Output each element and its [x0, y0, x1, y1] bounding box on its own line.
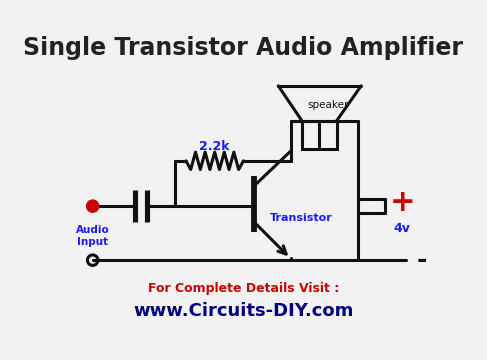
- Text: speaker: speaker: [307, 100, 349, 110]
- Text: 4v: 4v: [393, 222, 411, 235]
- Text: Single Transistor Audio Amplifier: Single Transistor Audio Amplifier: [23, 36, 464, 59]
- Text: Audio
Input: Audio Input: [76, 225, 110, 247]
- Text: Transistor: Transistor: [270, 213, 332, 223]
- Text: www.Circuits-DIY.com: www.Circuits-DIY.com: [133, 302, 354, 320]
- Text: For Complete Details Visit :: For Complete Details Visit :: [148, 283, 339, 296]
- Text: 2.2k: 2.2k: [200, 140, 230, 153]
- Text: -: -: [417, 248, 427, 272]
- Circle shape: [87, 200, 99, 212]
- Text: +: +: [389, 188, 415, 217]
